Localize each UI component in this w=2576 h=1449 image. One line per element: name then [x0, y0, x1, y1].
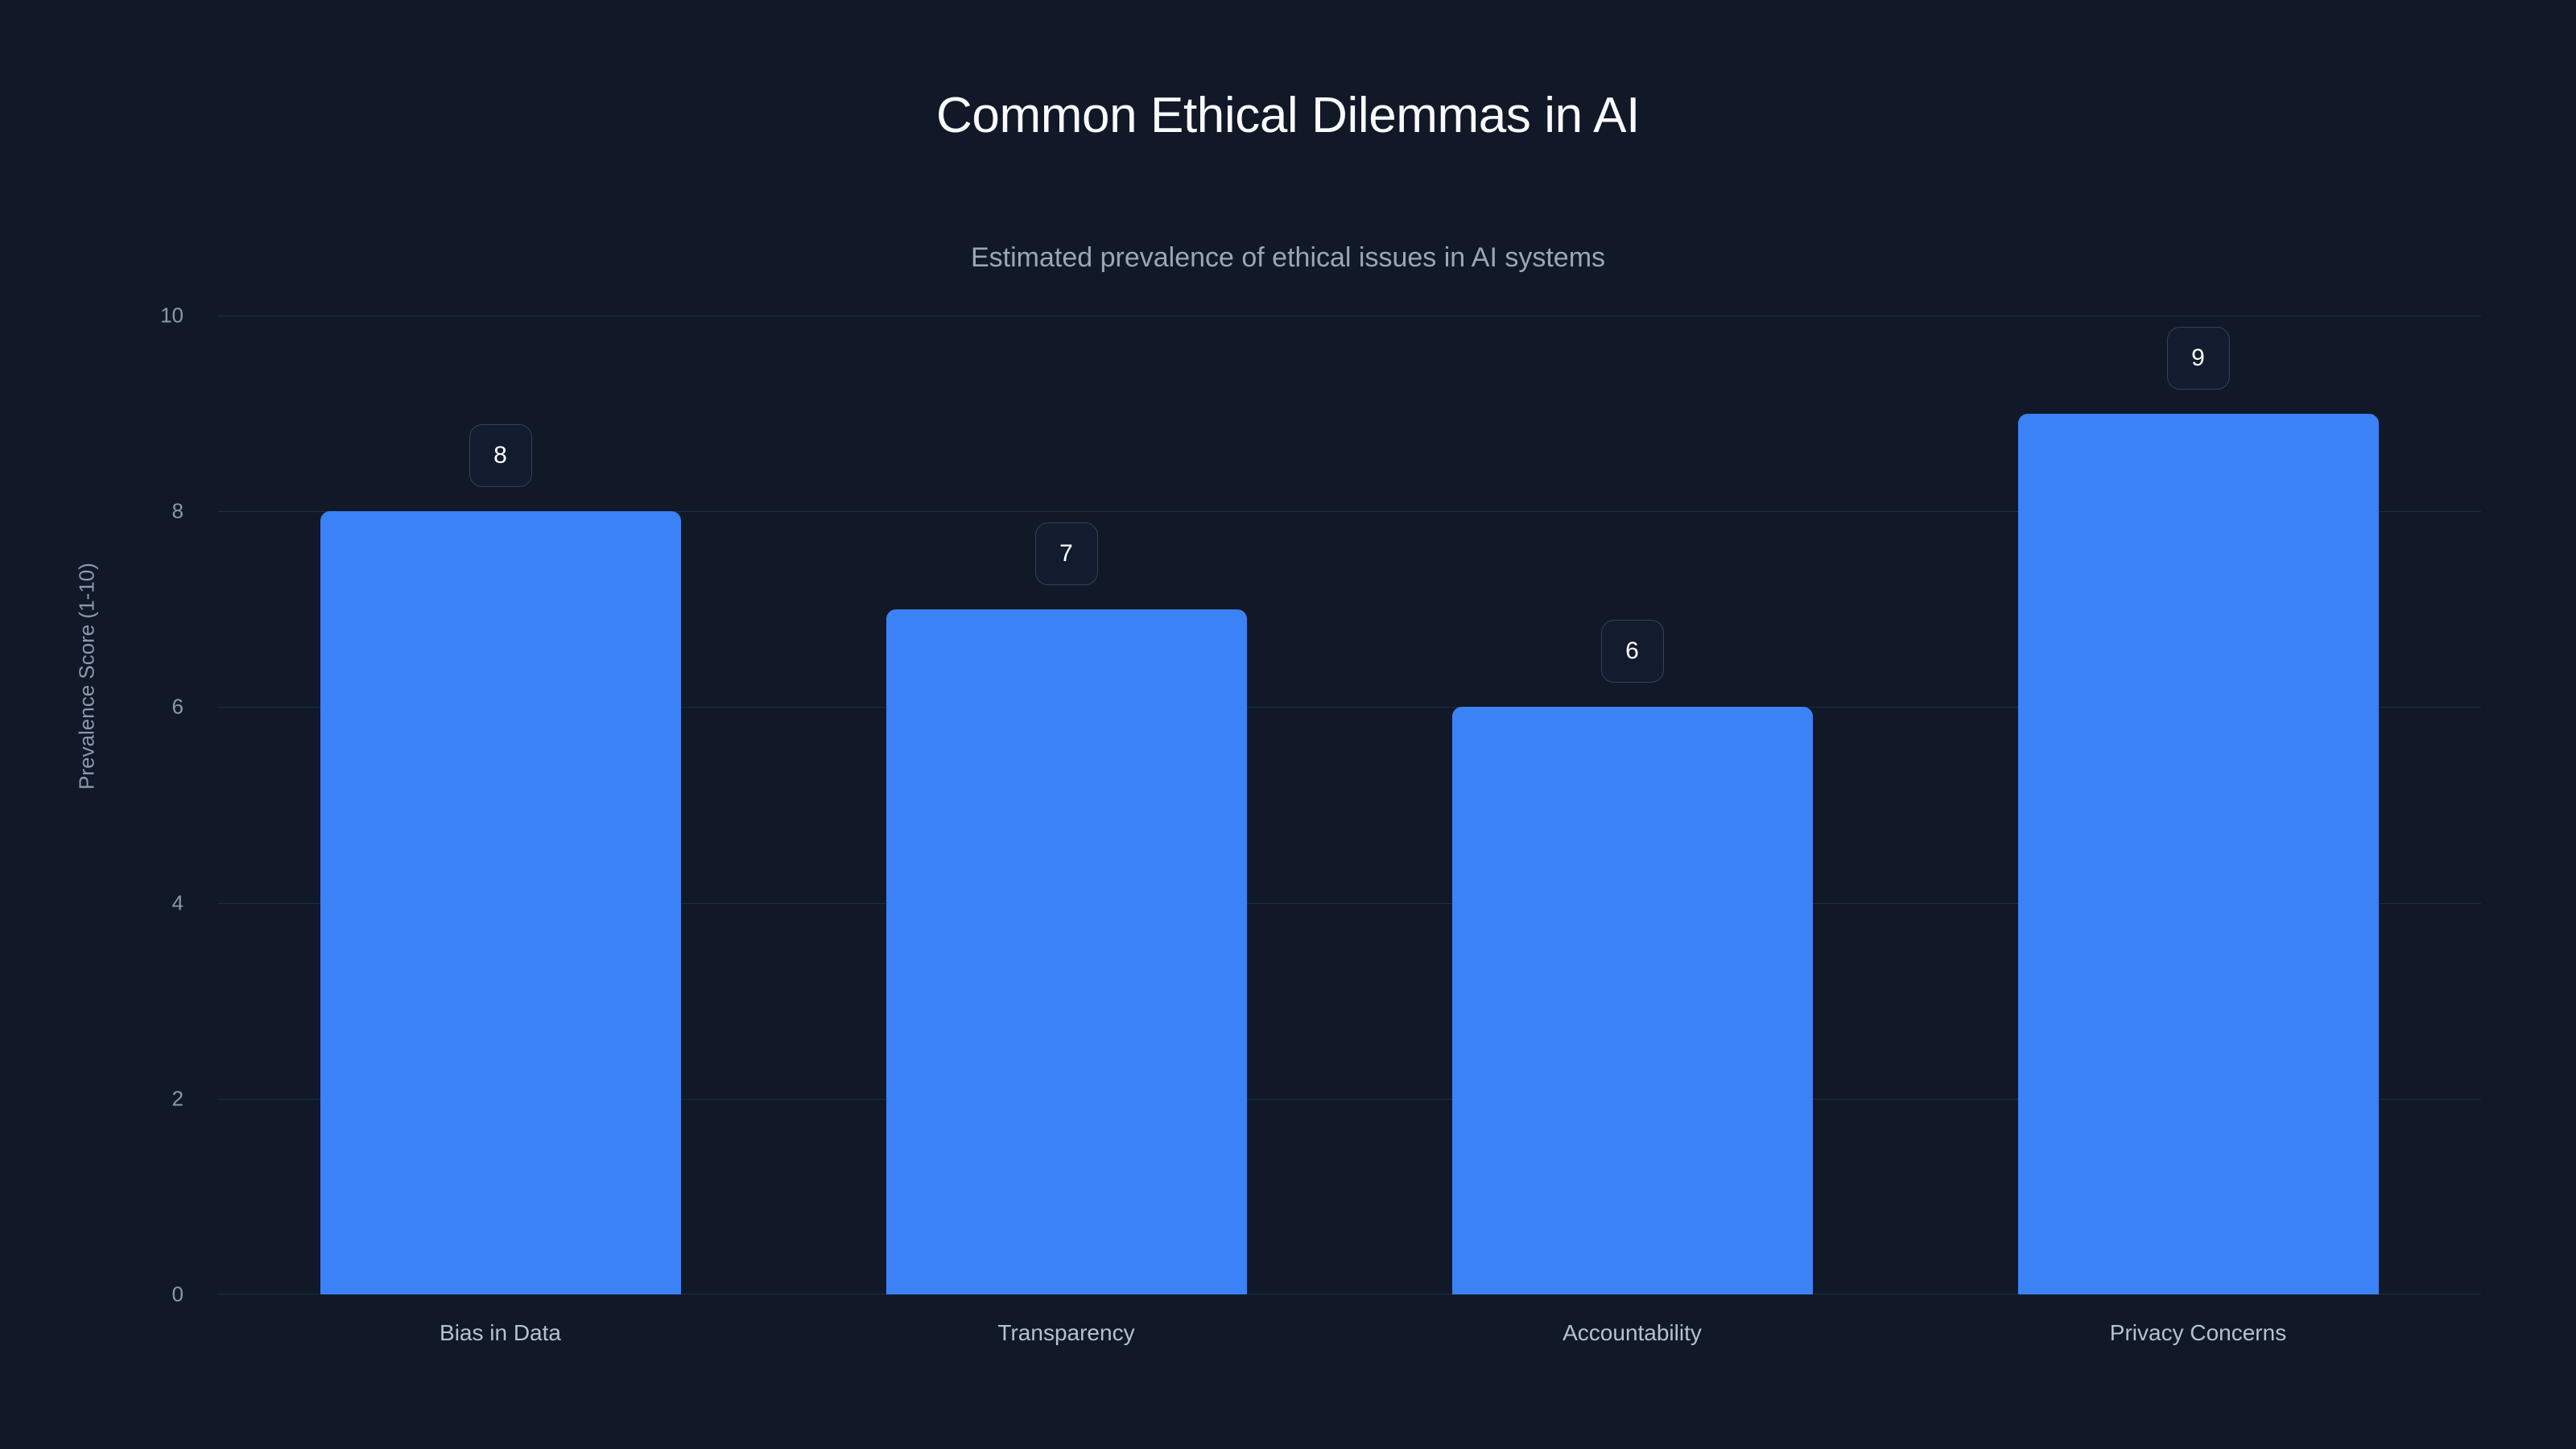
bar[interactable]: [320, 511, 681, 1294]
y-axis-tick-label: 0: [171, 1282, 184, 1307]
y-axis-tick-label: 4: [171, 890, 184, 915]
chart-title: Common Ethical Dilemmas in AI: [936, 88, 1640, 143]
bars-layer: 8 7 6 9: [217, 316, 2481, 1294]
x-axis-tick-labels: Bias in Data Transparency Accountability Pr…: [217, 1320, 2481, 1360]
bar-group[interactable]: 8: [320, 316, 681, 1294]
gridline: [217, 902, 2481, 904]
x-axis-tick-label: Transparency: [997, 1320, 1135, 1345]
chart-subtitle: Estimated prevalence of ethical issues i…: [970, 242, 1606, 273]
bar[interactable]: [886, 609, 1247, 1294]
bar-value-badge: 9: [2166, 326, 2230, 390]
bar-group[interactable]: 7: [886, 316, 1247, 1294]
y-axis-tick-label: 8: [171, 498, 184, 523]
gridline: [217, 707, 2481, 708]
y-axis-tick-label: 6: [171, 694, 184, 719]
bar-group[interactable]: 6: [1451, 316, 1813, 1294]
y-axis-tick-labels: 0 2 4 6 8 10: [0, 303, 201, 1307]
y-axis-tick-label: 10: [160, 303, 184, 328]
bar[interactable]: [2017, 413, 2379, 1294]
x-axis-tick-label: Bias in Data: [440, 1320, 561, 1345]
plot-area: [217, 316, 2481, 1294]
bar-value-badge: 6: [1600, 620, 1664, 683]
bar-value-badge: 7: [1034, 522, 1098, 585]
x-axis-tick-label: Accountability: [1563, 1320, 1702, 1345]
gridline: [217, 1098, 2481, 1100]
gridline: [217, 511, 2481, 513]
x-axis-tick-label: Privacy Concerns: [2109, 1320, 2287, 1345]
y-axis-tick-label: 2: [171, 1086, 184, 1111]
bar-group[interactable]: 9: [2017, 316, 2379, 1294]
bar-value-badge: 8: [469, 424, 532, 488]
bar[interactable]: [1451, 707, 1813, 1294]
